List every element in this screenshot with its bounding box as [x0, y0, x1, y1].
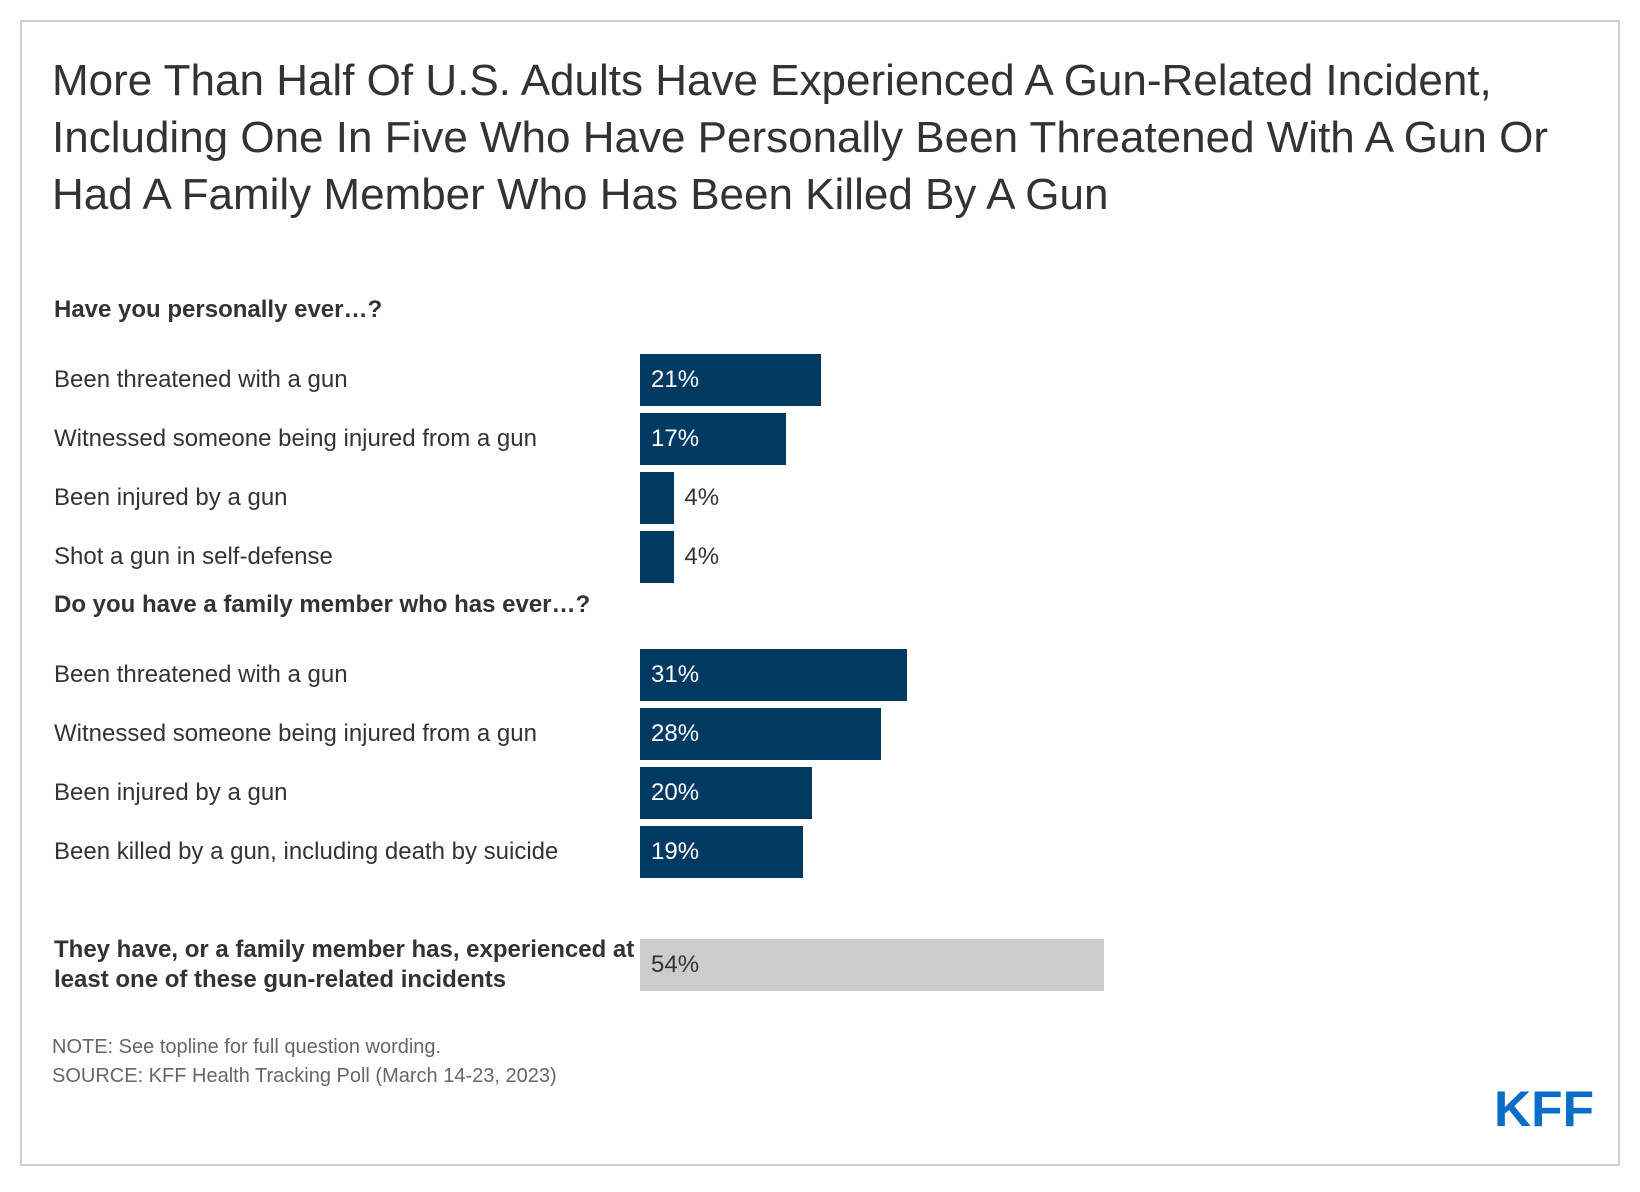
- bar: [640, 354, 821, 406]
- bar: [640, 413, 787, 465]
- chart-title: More Than Half Of U.S. Adults Have Exper…: [52, 56, 1548, 219]
- summary-label: They have, or a family member has, exper…: [54, 936, 635, 993]
- group-header: Do you have a family member who has ever…: [54, 591, 591, 618]
- category-label: Witnessed someone being injured from a g…: [54, 425, 537, 452]
- bar: [640, 531, 675, 583]
- category-label: Been injured by a gun: [54, 779, 288, 806]
- bar: [640, 649, 907, 701]
- kff-logo: KFF: [1494, 1085, 1594, 1129]
- summary-bar: [640, 939, 1105, 991]
- bar-value-label: 21%: [651, 366, 700, 393]
- category-label: Shot a gun in self-defense: [54, 543, 333, 570]
- category-label: Been threatened with a gun: [54, 661, 348, 688]
- bar: [640, 708, 881, 760]
- kff-logo-text: KFF: [1494, 1085, 1594, 1129]
- bar: [640, 472, 675, 524]
- bar-value-label: 19%: [651, 838, 700, 865]
- group-header: Have you personally ever…?: [54, 296, 383, 323]
- bar-value-label: 4%: [684, 484, 720, 511]
- category-label: Been threatened with a gun: [54, 366, 348, 393]
- bar-value-label: 17%: [651, 425, 700, 452]
- note-text: NOTE: See topline for full question word…: [52, 1036, 442, 1058]
- bar-value-label: 28%: [651, 720, 700, 747]
- category-label: Been injured by a gun: [54, 484, 288, 511]
- bar-value-label: 20%: [651, 779, 700, 806]
- bar-value-label: 31%: [651, 661, 700, 688]
- category-label: Been killed by a gun, including death by…: [54, 838, 559, 865]
- bar-value-label: 54%: [651, 951, 700, 978]
- source-text: SOURCE: KFF Health Tracking Poll (March …: [52, 1065, 557, 1087]
- bar: [640, 826, 804, 878]
- bar: [640, 767, 812, 819]
- category-label: Witnessed someone being injured from a g…: [54, 720, 537, 747]
- bar-value-label: 4%: [684, 543, 720, 570]
